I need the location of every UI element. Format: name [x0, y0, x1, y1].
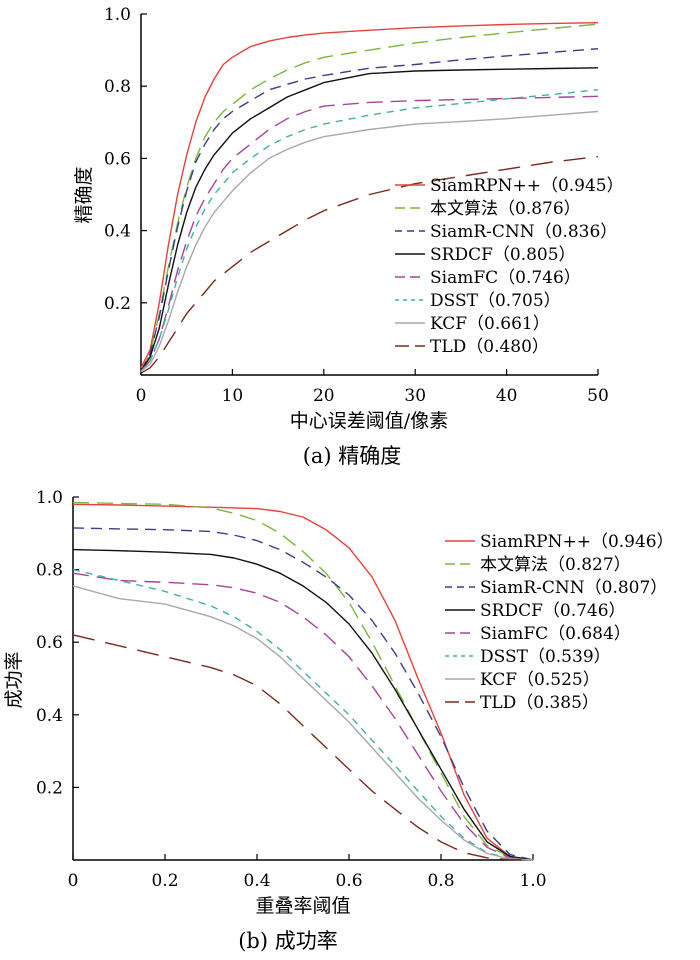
y-tick-label: 1.0: [36, 488, 63, 508]
y-tick-label: 0.8: [36, 561, 63, 581]
series-line-siamrpn-: [140, 22, 599, 369]
x-axis-label: 中心误差阈值/像素: [290, 410, 448, 432]
legend-entry: TLD（0.385）: [480, 693, 599, 713]
x-tick-label: 0: [136, 386, 147, 406]
y-tick-label: 1.0: [104, 5, 131, 25]
x-tick-label: 30: [404, 386, 426, 406]
y-tick-label: 0.2: [36, 778, 63, 798]
x-tick-labels: 0 10 20 30 40 50: [136, 386, 609, 406]
y-axis-label: 精确度: [73, 166, 95, 223]
y-tick-labels: 0.2 0.4 0.6 0.8 1.0: [36, 488, 63, 798]
caption-a: (a) 精确度: [303, 444, 402, 468]
x-tick-label: 50: [587, 386, 609, 406]
series-line-kcf: [72, 585, 534, 861]
series-line-tld: [140, 155, 599, 374]
x-tick-label: 0.4: [243, 871, 270, 891]
caption-b: (b) 成功率: [238, 929, 338, 953]
x-tick-label: 0.2: [151, 871, 178, 891]
series-line--: [72, 501, 534, 861]
y-axis-label: 成功率: [3, 651, 25, 708]
series-line-tld: [72, 634, 534, 861]
legend-entry: KCF（0.661）: [430, 314, 550, 334]
legend-entry: SRDCF（0.805）: [430, 245, 576, 265]
x-tick-label: 40: [496, 386, 518, 406]
series-line-srdcf: [140, 67, 599, 372]
series-line-dsst: [140, 89, 599, 372]
legend-entry: SiamFC（0.746）: [430, 268, 581, 288]
legend-entry: TLD（0.480）: [430, 337, 549, 357]
legend-entry: SiamR-CNN（0.836）: [430, 222, 617, 242]
x-axis-label: 重叠率阈值: [255, 895, 350, 917]
legend-entry: SiamR-CNN（0.807）: [480, 578, 667, 598]
x-tick-label: 0: [68, 871, 79, 891]
y-tick-label: 0.6: [104, 149, 131, 169]
y-tick-label: 0.8: [104, 77, 131, 97]
y-tick-label: 0.2: [104, 294, 131, 314]
x-tick-label: 0.8: [427, 871, 454, 891]
series-line-siamr-cnn: [140, 48, 599, 372]
panel-success: 0 0.2 0.4 0.6 0.8 1.0 0.2 0.4 0.6 0.8 1.0 SiamRPN…: [3, 488, 674, 953]
panel-precision: 0 10 20 30 40 50 0.2 0.4 0.6 0.8 1.0 SiamRPN++（0.…: [73, 5, 624, 468]
y-tick-label: 0.6: [36, 633, 63, 653]
series-line-siamfc: [72, 572, 534, 861]
x-tick-label: 20: [313, 386, 335, 406]
legend-entry: DSST（0.705）: [430, 291, 561, 311]
x-tick-label: 10: [222, 386, 244, 406]
legend: SiamRPN++（0.945） 本文算法（0.876） SiamR-CNN（0.8…: [395, 176, 624, 357]
x-tick-label: 1.0: [519, 871, 546, 891]
series-line-siamrpn-: [72, 503, 534, 861]
series-line-dsst: [72, 568, 534, 861]
series-line-kcf: [140, 110, 599, 372]
x-tick-label: 0.6: [335, 871, 362, 891]
series-lines: [140, 22, 599, 374]
legend-entry: SiamRPN++（0.946）: [480, 532, 674, 552]
legend-entry: KCF（0.525）: [480, 670, 600, 690]
y-tick-label: 0.4: [36, 706, 63, 726]
legend-entry: SiamFC（0.684）: [480, 624, 631, 644]
legend: SiamRPN++（0.946） 本文算法（0.827） SiamR-CNN（0.8…: [445, 532, 674, 713]
tick-marks: [140, 13, 599, 375]
legend-entry: 本文算法（0.876）: [430, 199, 581, 219]
series-line-siamfc: [140, 95, 599, 372]
x-tick-labels: 0 0.2 0.4 0.6 0.8 1.0: [68, 871, 547, 891]
series-line-siamr-cnn: [72, 527, 534, 861]
y-tick-labels: 0.2 0.4 0.6 0.8 1.0: [104, 5, 131, 314]
legend-entry: SiamRPN++（0.945）: [430, 176, 624, 196]
y-tick-label: 0.4: [104, 222, 131, 242]
legend-entry: SRDCF（0.746）: [480, 601, 626, 621]
legend-entry: 本文算法（0.827）: [480, 555, 631, 575]
series-lines: [72, 501, 534, 861]
series-line-srdcf: [72, 548, 534, 861]
series-line--: [140, 23, 599, 372]
legend-entry: DSST（0.539）: [480, 647, 611, 667]
